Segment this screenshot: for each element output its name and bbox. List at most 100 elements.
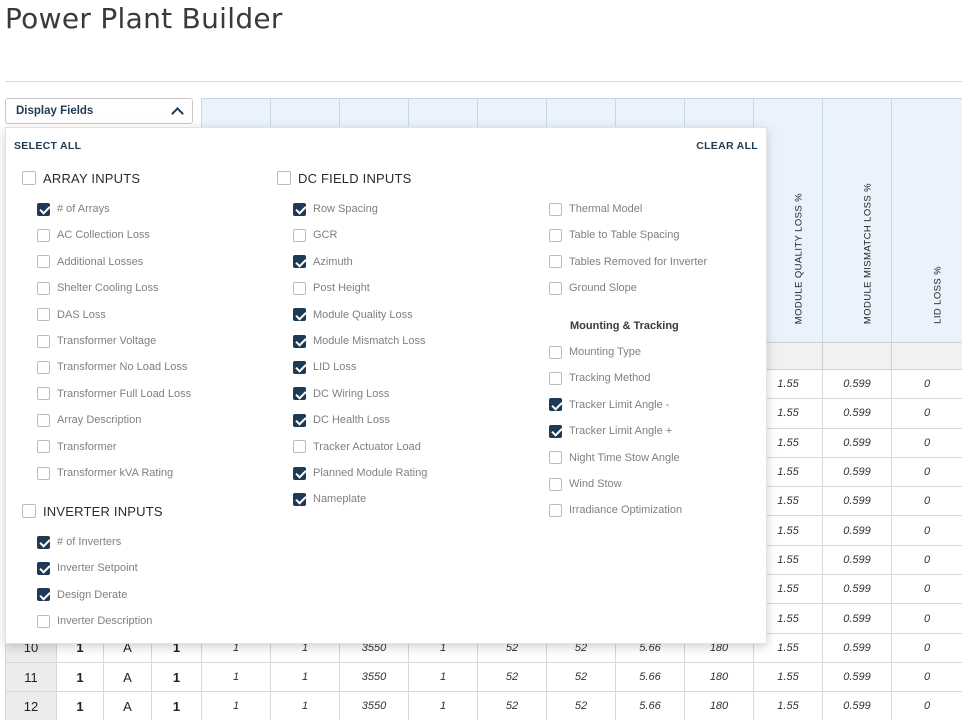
field-ground-slope[interactable]: Ground Slope bbox=[549, 279, 637, 297]
table-cell[interactable]: 0.599 bbox=[822, 633, 891, 663]
table-cell[interactable]: 0 bbox=[891, 575, 962, 605]
field-azimuth[interactable]: Azimuth bbox=[293, 253, 353, 271]
field-design-derate[interactable]: Design Derate bbox=[37, 586, 127, 604]
table-cell[interactable]: 1 bbox=[201, 692, 270, 720]
table-cell[interactable]: 5.66 bbox=[615, 692, 684, 720]
field-inverter-description[interactable]: Inverter Description bbox=[37, 612, 152, 630]
table-cell[interactable]: 0.599 bbox=[822, 487, 891, 517]
table-cell[interactable]: 0 bbox=[891, 604, 962, 634]
column-header[interactable]: LID LOSS % bbox=[891, 98, 962, 342]
table-cell[interactable]: 1 bbox=[56, 663, 103, 693]
table-cell[interactable]: 0 bbox=[891, 370, 962, 400]
select-all-link[interactable]: SELECT ALL bbox=[14, 140, 82, 152]
table-cell[interactable]: 0 bbox=[891, 545, 962, 576]
table-cell[interactable]: 1 bbox=[56, 692, 103, 720]
table-cell[interactable]: 52 bbox=[546, 663, 615, 693]
table-row[interactable]: 12 1 A 1 1 1 3550 1 52 52 5.66 180 1.55 0.599 0 bbox=[0, 692, 962, 720]
table-cell[interactable]: 1.55 bbox=[753, 692, 822, 720]
field-das-loss[interactable]: DAS Loss bbox=[37, 306, 106, 324]
field-dc-health-loss[interactable]: DC Health Loss bbox=[293, 411, 390, 429]
table-cell[interactable]: 0.599 bbox=[822, 663, 891, 693]
table-cell[interactable]: A bbox=[103, 663, 151, 693]
table-cell[interactable]: 1 bbox=[408, 692, 477, 720]
table-row[interactable]: 11 1 A 1 1 1 3550 1 52 52 5.66 180 1.55 0.599 0 bbox=[0, 663, 962, 693]
field-transformer-voltage[interactable]: Transformer Voltage bbox=[37, 332, 156, 350]
table-cell[interactable]: 52 bbox=[477, 663, 546, 693]
field-module-quality-loss[interactable]: Module Quality Loss bbox=[293, 306, 413, 324]
table-cell[interactable]: 0 bbox=[891, 633, 962, 663]
group-inverter-inputs[interactable]: INVERTER INPUTS bbox=[22, 501, 163, 521]
table-cell[interactable]: 1 bbox=[151, 663, 201, 693]
field-irradiance-optimization[interactable]: Irradiance Optimization bbox=[549, 501, 682, 519]
field-transformer-full-load-loss[interactable]: Transformer Full Load Loss bbox=[37, 385, 191, 403]
table-cell[interactable]: 1 bbox=[270, 692, 339, 720]
field-array-description[interactable]: Array Description bbox=[37, 411, 141, 429]
field-wind-stow[interactable]: Wind Stow bbox=[549, 475, 622, 493]
table-cell[interactable]: 0.599 bbox=[822, 692, 891, 720]
field-dc-wiring-loss[interactable]: DC Wiring Loss bbox=[293, 385, 389, 403]
table-cell[interactable]: 0 bbox=[891, 516, 962, 546]
group-array-inputs[interactable]: ARRAY INPUTS bbox=[22, 168, 140, 188]
table-cell[interactable]: A bbox=[103, 692, 151, 720]
field-tracker-actuator-load[interactable]: Tracker Actuator Load bbox=[293, 438, 421, 456]
table-cell[interactable]: 0 bbox=[891, 399, 962, 429]
table-cell[interactable]: 180 bbox=[684, 663, 753, 693]
field-lid-loss[interactable]: LID Loss bbox=[293, 358, 356, 376]
table-cell[interactable]: 0 bbox=[891, 692, 962, 720]
field-night-time-stow-angle[interactable]: Night Time Stow Angle bbox=[549, 449, 680, 467]
field-module-mismatch-loss[interactable]: Module Mismatch Loss bbox=[293, 332, 426, 350]
table-cell[interactable]: 1 bbox=[408, 663, 477, 693]
field-tracker-limit-angle[interactable]: Tracker Limit Angle + bbox=[549, 422, 672, 440]
field-mounting-type[interactable]: Mounting Type bbox=[549, 343, 641, 361]
field-nameplate[interactable]: Nameplate bbox=[293, 490, 366, 508]
clear-all-link[interactable]: CLEAR ALL bbox=[696, 140, 758, 152]
field-additional-losses[interactable]: Additional Losses bbox=[37, 253, 143, 271]
field-transformer-kva-rating[interactable]: Transformer kVA Rating bbox=[37, 464, 173, 482]
table-cell[interactable]: 3550 bbox=[339, 663, 408, 693]
table-cell[interactable]: 52 bbox=[477, 692, 546, 720]
column-filter-cell[interactable] bbox=[891, 342, 962, 370]
table-cell[interactable]: 0 bbox=[891, 428, 962, 458]
table-cell[interactable]: 0.599 bbox=[822, 545, 891, 576]
table-cell[interactable]: 0.599 bbox=[822, 399, 891, 429]
table-cell[interactable]: 0.599 bbox=[822, 516, 891, 546]
field-tables-removed-for-inverter[interactable]: Tables Removed for Inverter bbox=[549, 253, 707, 271]
table-cell[interactable]: 5.66 bbox=[615, 663, 684, 693]
column-header[interactable]: MODULE MISMATCH LOSS % bbox=[822, 98, 891, 342]
field-post-height[interactable]: Post Height bbox=[293, 279, 370, 297]
table-cell[interactable]: 180 bbox=[684, 692, 753, 720]
field-tracker-limit-angle[interactable]: Tracker Limit Angle - bbox=[549, 396, 669, 414]
group-dc-field-inputs[interactable]: DC FIELD INPUTS bbox=[277, 168, 412, 188]
field-tracking-method[interactable]: Tracking Method bbox=[549, 369, 651, 387]
table-cell[interactable]: 0.599 bbox=[822, 575, 891, 605]
field-of-inverters[interactable]: # of Inverters bbox=[37, 533, 121, 551]
field-row-spacing[interactable]: Row Spacing bbox=[293, 200, 378, 218]
field-gcr[interactable]: GCR bbox=[293, 226, 337, 244]
field-planned-module-rating[interactable]: Planned Module Rating bbox=[293, 464, 427, 482]
table-cell[interactable]: 0.599 bbox=[822, 428, 891, 458]
field-ac-collection-loss[interactable]: AC Collection Loss bbox=[37, 226, 150, 244]
table-cell[interactable]: 1 bbox=[151, 692, 201, 720]
field-transformer-no-load-loss[interactable]: Transformer No Load Loss bbox=[37, 358, 187, 376]
table-cell[interactable]: 1.55 bbox=[753, 663, 822, 693]
column-filter-cell[interactable] bbox=[822, 342, 891, 370]
table-cell[interactable]: 12 bbox=[5, 692, 56, 720]
table-cell[interactable]: 1 bbox=[270, 663, 339, 693]
table-cell[interactable]: 0 bbox=[891, 457, 962, 488]
display-fields-select[interactable]: Display Fields bbox=[5, 98, 193, 124]
table-cell[interactable]: 0.599 bbox=[822, 370, 891, 400]
field-thermal-model[interactable]: Thermal Model bbox=[549, 200, 642, 218]
table-cell[interactable]: 11 bbox=[5, 663, 56, 693]
field-of-arrays[interactable]: # of Arrays bbox=[37, 200, 110, 218]
table-cell[interactable]: 0 bbox=[891, 663, 962, 693]
table-cell[interactable]: 52 bbox=[546, 692, 615, 720]
table-cell[interactable]: 0.599 bbox=[822, 604, 891, 634]
table-cell[interactable]: 0 bbox=[891, 487, 962, 517]
table-cell[interactable]: 3550 bbox=[339, 692, 408, 720]
table-cell[interactable]: 0.599 bbox=[822, 457, 891, 488]
field-inverter-setpoint[interactable]: Inverter Setpoint bbox=[37, 559, 138, 577]
field-transformer[interactable]: Transformer bbox=[37, 438, 117, 456]
field-shelter-cooling-loss[interactable]: Shelter Cooling Loss bbox=[37, 279, 159, 297]
table-cell[interactable]: 1 bbox=[201, 663, 270, 693]
field-table-to-table-spacing[interactable]: Table to Table Spacing bbox=[549, 226, 680, 244]
